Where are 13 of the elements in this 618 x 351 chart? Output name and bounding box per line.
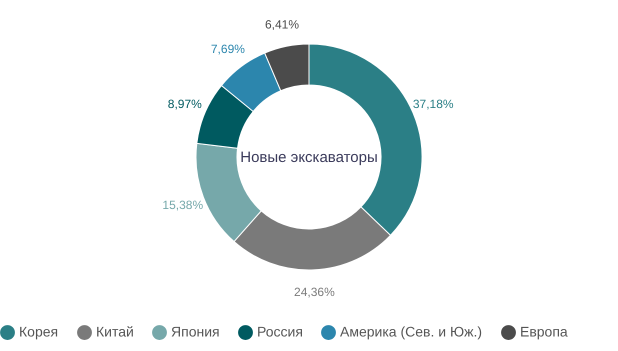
data-label: 37,18% (412, 97, 454, 112)
legend-label: Европа (520, 324, 568, 340)
legend-label: Америка (Сев. и Юж.) (340, 324, 482, 340)
legend-label: Россия (257, 324, 303, 340)
legend-label: Китай (96, 324, 134, 340)
data-label: 7,69% (210, 42, 246, 56)
data-label: 15,38% (162, 198, 204, 212)
text: Новые экскаваторы (240, 149, 378, 166)
data-label: 8,97% (168, 97, 202, 112)
data-label: 24,36% (294, 284, 336, 299)
legend-label: Корея (19, 324, 58, 340)
legend-label: Япония (171, 324, 220, 340)
data-label: 6,41% (264, 18, 300, 32)
